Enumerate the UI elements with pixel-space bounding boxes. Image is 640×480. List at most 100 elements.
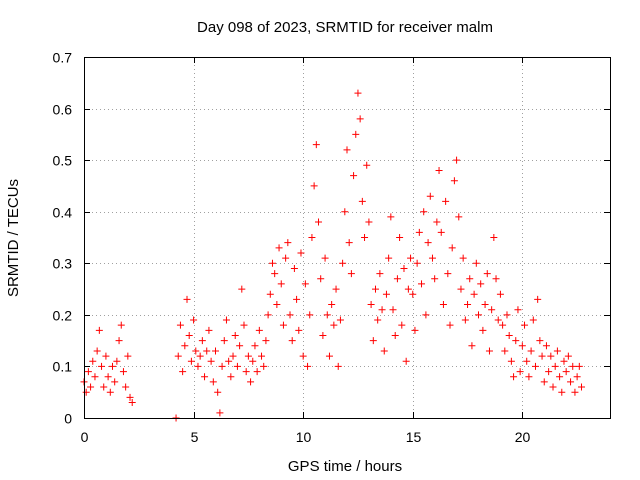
data-point [418,280,426,288]
data-point [308,234,316,241]
data-point [301,280,309,288]
data-point [268,259,276,267]
data-point [290,264,298,272]
data-point [380,347,388,355]
data-point [279,321,287,329]
data-point [492,275,500,283]
data-point [404,285,412,293]
data-point [374,316,382,324]
data-point [212,347,219,355]
data-point [321,254,329,262]
data-point [104,373,112,381]
data-point [569,362,577,370]
data-point [115,337,123,345]
data-point [352,130,360,138]
data-point [512,337,520,345]
data-point [192,347,200,355]
data-point [365,218,373,226]
data-point [330,321,338,329]
data-point [538,352,546,360]
data-point [106,388,114,396]
data-point [207,357,215,365]
data-point [446,321,454,329]
data-point [442,197,450,205]
data-point [382,290,390,298]
data-point [488,306,496,314]
data-point [450,177,458,185]
data-point [264,311,272,319]
data-point [578,383,586,391]
data-point [242,368,250,376]
y-tick-label: 0.7 [53,50,73,66]
data-point [472,259,480,267]
data-point [411,326,419,334]
data-point [564,352,572,360]
data-point [363,161,371,169]
data-point [319,331,327,339]
data-point [558,388,566,396]
data-point [496,290,504,298]
data-point [521,321,529,329]
data-point [479,326,487,334]
data-point [258,352,266,360]
data-point [459,254,467,262]
data-point [183,295,191,303]
data-point [518,342,526,350]
data-point [253,368,261,376]
data-point [426,192,434,200]
data-point [255,326,263,334]
x-tick-label: 10 [296,429,312,445]
data-point [573,373,581,381]
data-point [299,352,307,360]
data-point [260,362,268,370]
data-point [233,362,241,370]
data-point [367,301,375,309]
data-point [547,352,555,360]
data-point [205,326,213,334]
data-point [295,326,303,334]
data-point [371,285,379,293]
data-point [396,234,404,241]
data-point [387,213,395,221]
data-point [231,331,239,339]
data-point [562,368,570,376]
data-point [203,347,211,355]
data-point [567,378,575,386]
data-point [560,357,568,365]
data-point [91,373,99,381]
data-point [481,301,489,309]
data-point [389,306,397,314]
grid [84,57,610,418]
x-tick-label: 0 [81,429,89,445]
data-point [435,166,443,174]
data-point [433,218,441,226]
data-point [531,362,539,370]
data-point [288,337,296,345]
data-point [376,270,384,278]
data-point [516,368,524,376]
data-point [470,290,478,298]
y-axis-label: SRMTID / TECUs [5,179,22,297]
data-point [549,383,557,391]
data-point [457,285,465,293]
data-point [174,352,182,360]
data-point [216,409,224,417]
data-point [286,311,294,319]
data-point [297,249,305,257]
data-point [277,280,285,288]
data-point [84,368,92,376]
data-point [398,321,406,329]
data-point [194,362,202,370]
x-tick-label: 5 [191,429,199,445]
data-point [536,337,544,345]
data-points [80,89,586,422]
data-point [119,368,127,376]
data-point [345,239,353,247]
data-point [111,378,119,386]
data-point [247,378,255,386]
data-point [393,275,401,283]
data-point [439,301,447,309]
data-point [209,378,217,386]
data-point [176,321,184,329]
